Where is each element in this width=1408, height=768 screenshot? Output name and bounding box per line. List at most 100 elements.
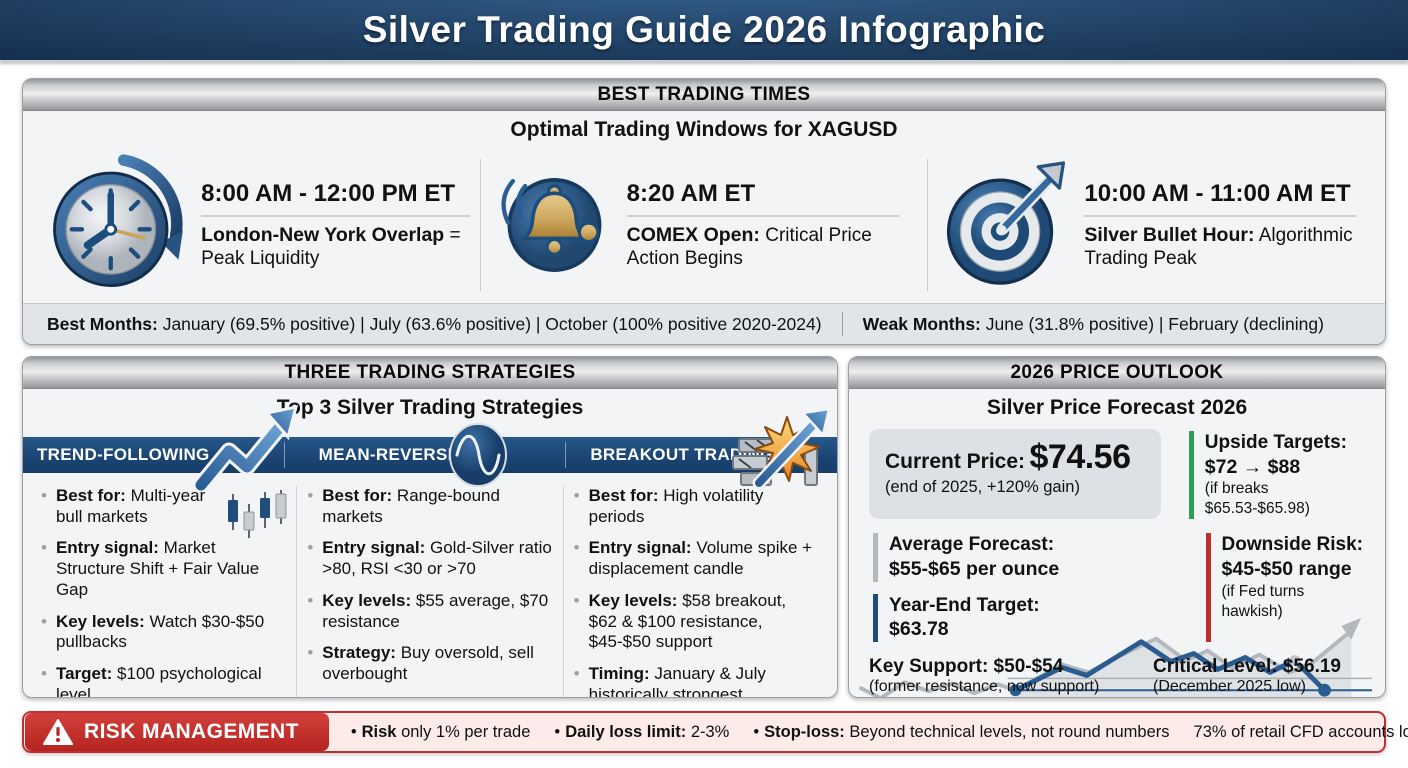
sparkline-dot-gray <box>1289 655 1301 666</box>
bullet-label: Best for: <box>55 486 126 505</box>
risk-item-text: Beyond technical levels, not round numbe… <box>849 722 1170 741</box>
strategy-name-bar: TREND-FOLLOWING MEAN-REVERSION BREAKOUT … <box>23 405 837 491</box>
bullet-label: Timing: <box>588 664 650 684</box>
bullet-dot: • <box>573 590 580 610</box>
target-icon <box>947 161 1066 285</box>
window-time: 8:20 AM ET <box>626 180 899 217</box>
outlook-body: Current Price: $74.56 (end of 2025, +120… <box>849 429 1385 697</box>
downside-risk: Downside Risk: $45-$50 range (if Fed tur… <box>1205 533 1369 642</box>
risk-items: • Risk only 1% per trade • Daily loss limi… <box>329 723 1408 742</box>
bullet-label: Best for: <box>588 486 659 505</box>
key-support: Key Support: $50-$54 (former resistance,… <box>869 656 1099 696</box>
current-price-box: Current Price: $74.56 (end of 2025, +120… <box>869 429 1161 520</box>
breakout-burst-icon <box>732 409 831 487</box>
page-title: Silver Trading Guide 2026 Infographic <box>362 9 1046 50</box>
clock-icon <box>53 154 183 287</box>
price-outlook-panel: 2026 PRICE OUTLOOK Silver Price Forecast… <box>848 356 1386 698</box>
risk-item-label: Daily loss limit: <box>565 722 687 741</box>
bullet-item: • Target: $100 psychological level <box>41 664 286 697</box>
strategies-panel: THREE TRADING STRATEGIES Top 3 Silver Tr… <box>22 356 838 698</box>
bullet-dot: • <box>573 538 580 558</box>
middle-row: THREE TRADING STRATEGIES Top 3 Silver Tr… <box>22 356 1386 698</box>
outlook-header: 2026 PRICE OUTLOOK <box>849 357 1385 389</box>
upside-label: Upside Targets: <box>1204 432 1347 453</box>
bullet-dot: • <box>41 486 47 505</box>
column-divider <box>479 159 481 291</box>
bullet-label: Best for: <box>322 486 393 505</box>
bullet-dot: • <box>307 538 314 558</box>
downside-risk-label: Downside Risk: <box>1221 534 1364 556</box>
window-desc: COMEX Open: Critical Price Action Begins <box>627 224 899 271</box>
window-desc: London-New York Overlap = Peak Liquidity <box>201 224 470 271</box>
bullet-item: • Key levels: $58 breakout, $62 & $100 re… <box>574 591 819 653</box>
average-forecast: Average Forecast: $55-$65 per ounce <box>873 533 1174 582</box>
trading-windows: 8:00 AM - 12:00 PM ET London-New York Ov… <box>23 144 1385 306</box>
strategy-name-mean: MEAN-REVERSION <box>318 445 479 464</box>
bullet-item: • Strategy: Buy oversold, sell overbought <box>307 643 552 684</box>
strategy-columns: • Best for: Multi-year bull markets • Entr… <box>23 473 837 698</box>
bullet-label: Key levels: <box>322 590 412 610</box>
sparkline-area <box>1015 630 1352 697</box>
risk-item-label: Stop-loss: <box>764 722 845 741</box>
strategy-col-mean: • Best for: Range-bound markets • Entry si… <box>296 486 562 697</box>
bullet-label: Target: <box>55 664 113 684</box>
downside-risk-value: $45-$50 range <box>1221 558 1352 581</box>
trading-window-bullet-hour: 10:00 AM - 11:00 AM ET Silver Bullet Hou… <box>928 159 1375 291</box>
weak-months: Weak Months: June (31.8% positive) | Feb… <box>863 314 1324 335</box>
critical-level: Critical Level: $56.19 (December 2025 lo… <box>1153 656 1341 696</box>
bullet-item: • Best for: Multi-year bull markets <box>41 486 286 527</box>
year-end-target-label: Year-End Target: <box>889 594 1040 616</box>
year-end-target-value: $63.78 <box>889 618 949 641</box>
best-months-text: January (69.5% positive) | July (63.6% p… <box>162 313 822 334</box>
bullet-dot: • <box>307 590 314 610</box>
bullet-item: • Best for: High volatility periods <box>574 486 819 527</box>
window-text: 10:00 AM - 11:00 AM ET Silver Bullet Hou… <box>1084 180 1357 271</box>
window-desc-bold: London-New York Overlap <box>201 223 445 246</box>
best-months: Best Months: January (69.5% positive) | … <box>47 314 822 335</box>
months-divider <box>841 312 843 336</box>
best-months-label: Best Months: <box>47 313 158 334</box>
window-desc-bold: Silver Bullet Hour: <box>1084 223 1255 246</box>
bullet-label: Strategy: <box>322 643 396 663</box>
bullet-dot: • <box>573 486 580 505</box>
bullet-text: Gold-Silver ratio >80, RSI <30 or >70 <box>322 538 552 579</box>
risk-item-label: Risk <box>361 722 397 741</box>
outlook-bottom-row: Key Support: $50-$54 (former resistance,… <box>849 656 1385 696</box>
outlook-subtitle: Silver Price Forecast 2026 <box>986 396 1248 419</box>
bullet-item: • Best for: Range-bound markets <box>307 486 552 527</box>
trend-arrow-icon <box>192 405 299 491</box>
bullet-item: • Key levels: $55 average, $70 resistance <box>307 591 552 632</box>
window-text: 8:20 AM ET COMEX Open: Critical Price Ac… <box>626 180 899 271</box>
outlook-row-1: Current Price: $74.56 (end of 2025, +120… <box>869 429 1369 520</box>
best-trading-times-panel: BEST TRADING TIMES Optimal Trading Windo… <box>22 78 1386 345</box>
bullet-label: Entry signal: <box>588 538 692 558</box>
trading-window-overlap: 8:00 AM - 12:00 PM ET London-New York Ov… <box>33 152 480 298</box>
warning-icon <box>43 718 73 745</box>
bullet-dot: • <box>554 722 561 741</box>
bullet-dot: • <box>41 538 47 558</box>
current-price-value: $74.56 <box>1029 438 1132 476</box>
current-price-label: Current Price: <box>885 450 1026 473</box>
price-sparkline-chart <box>859 617 1373 697</box>
months-row: Best Months: January (69.5% positive) | … <box>23 303 1385 344</box>
bullet-dot: • <box>753 722 760 741</box>
upside-targets: Upside Targets: $72 → $88 (if breaks $65… <box>1188 431 1369 520</box>
strategies-header: THREE TRADING STRATEGIES <box>23 357 837 389</box>
year-end-target: Year-End Target: $63.78 <box>873 593 1174 642</box>
bullet-dot: • <box>350 722 357 741</box>
window-text: 8:00 AM - 12:00 PM ET London-New York Ov… <box>201 180 470 271</box>
bullet-text: $58 breakout, $62 & $100 resistance, $45… <box>588 590 787 652</box>
bullet-dot: • <box>307 643 314 663</box>
risk-management-badge: RISK MANAGEMENT <box>25 713 329 751</box>
risk-item: • Stop-loss: Beyond technical levels, not… <box>753 723 1169 742</box>
bullet-item: • Timing: January & July historically str… <box>574 664 819 698</box>
bar-divider <box>565 442 567 468</box>
sparkline-arrowhead <box>1341 617 1362 640</box>
top-banner: Silver Trading Guide 2026 Infographic <box>0 0 1408 62</box>
bullet-text: January & July historically strongest <box>588 664 766 698</box>
risk-management-bar: RISK MANAGEMENT • Risk only 1% per trade … <box>22 711 1408 753</box>
window-time: 8:00 AM - 12:00 PM ET <box>201 180 470 217</box>
weak-months-text: June (31.8% positive) | February (declin… <box>985 313 1324 334</box>
upside-note: (if breaks $65.53-$65.98) <box>1204 480 1310 518</box>
sparkline-blue-line <box>1013 639 1327 693</box>
